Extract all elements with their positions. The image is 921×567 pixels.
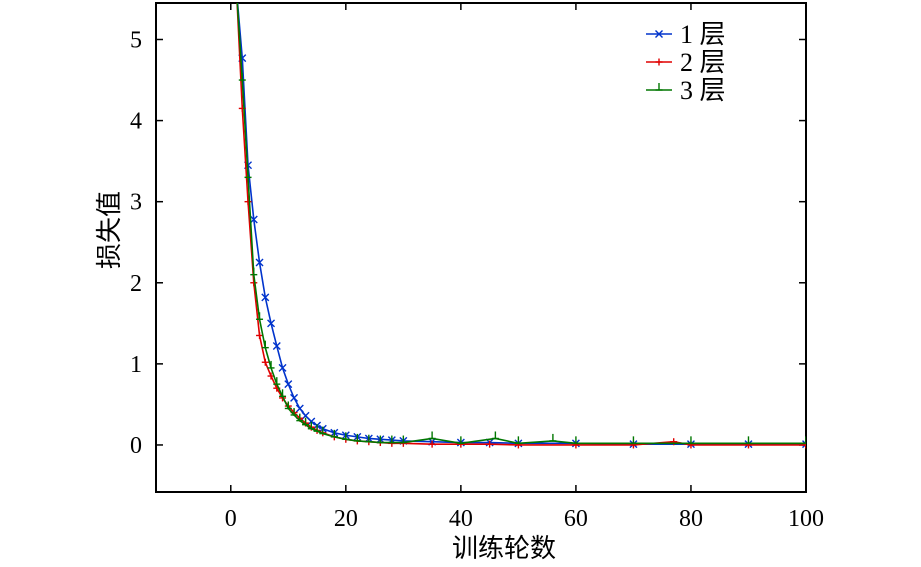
data-point xyxy=(802,436,806,445)
data-point xyxy=(365,434,373,443)
data-point xyxy=(549,433,557,442)
data-point xyxy=(290,407,298,416)
data-point xyxy=(244,198,252,206)
data-point xyxy=(655,83,663,91)
data-point xyxy=(491,431,499,440)
data-point xyxy=(273,377,281,385)
x-tick-label: 60 xyxy=(564,506,588,532)
data-point xyxy=(295,404,304,413)
y-tick-label: 2 xyxy=(130,271,142,297)
data-point xyxy=(428,431,436,440)
data-point xyxy=(256,312,264,320)
data-point xyxy=(802,440,806,449)
data-point xyxy=(267,360,275,369)
data-point xyxy=(655,58,663,66)
data-point xyxy=(486,440,494,448)
legend-item: 2 层 xyxy=(646,48,726,77)
data-point xyxy=(319,426,327,435)
x-tick-label: 80 xyxy=(679,506,703,532)
legend-label: 3 层 xyxy=(680,76,726,105)
y-tick-label: 4 xyxy=(130,109,142,135)
data-point xyxy=(261,340,269,349)
data-point xyxy=(238,73,246,81)
data-point xyxy=(261,293,270,302)
data-point xyxy=(250,267,258,276)
data-point xyxy=(313,424,321,432)
legend-item: 1 层 xyxy=(646,20,726,49)
data-point xyxy=(744,436,752,445)
data-point xyxy=(272,342,281,351)
data-point xyxy=(457,436,465,445)
data-point xyxy=(279,389,287,398)
data-point xyxy=(376,435,384,444)
data-point xyxy=(353,433,361,442)
series-lines xyxy=(236,3,806,449)
data-point xyxy=(296,413,304,422)
data-point xyxy=(514,436,522,445)
data-point xyxy=(244,170,252,179)
data-point xyxy=(388,435,396,444)
data-point xyxy=(802,441,806,449)
data-point xyxy=(290,393,299,402)
data-point xyxy=(330,429,338,438)
axis-ticks: 0 20 40 60 80 100 0 1 2 3 4 5 xyxy=(130,3,824,532)
series-line xyxy=(236,3,806,445)
data-point xyxy=(307,421,315,430)
y-tick-label: 5 xyxy=(130,27,142,53)
x-tick-label: 20 xyxy=(334,506,358,532)
data-point xyxy=(572,436,580,445)
data-point xyxy=(302,417,310,426)
data-point xyxy=(399,435,407,444)
data-point xyxy=(278,363,287,372)
data-point xyxy=(255,258,264,267)
data-point xyxy=(284,401,292,410)
plot-frame xyxy=(155,2,807,493)
data-point xyxy=(428,440,436,448)
y-tick-label: 0 xyxy=(130,433,142,459)
y-tick-label: 3 xyxy=(130,190,142,216)
data-point xyxy=(284,380,293,389)
data-point xyxy=(256,331,264,339)
data-point xyxy=(307,417,316,426)
data-point xyxy=(261,358,269,366)
data-point xyxy=(655,30,663,38)
x-axis-title: 训练轮数 xyxy=(452,534,556,564)
data-point xyxy=(342,432,350,440)
legend-label: 2 层 xyxy=(680,48,726,77)
legend: 1 层2 层3 层 xyxy=(646,20,726,105)
data-point xyxy=(267,319,276,328)
series-3 xyxy=(236,3,806,445)
data-point xyxy=(687,436,695,445)
x-tick-label: 40 xyxy=(449,506,473,532)
legend-item: 3 层 xyxy=(646,76,726,105)
x-tick-label: 100 xyxy=(788,506,824,532)
y-axis-title: 损失值 xyxy=(95,191,125,269)
legend-label: 1 层 xyxy=(680,20,726,49)
x-tick-label: 0 xyxy=(225,506,237,532)
y-tick-label: 1 xyxy=(130,352,142,378)
data-point xyxy=(629,436,637,445)
